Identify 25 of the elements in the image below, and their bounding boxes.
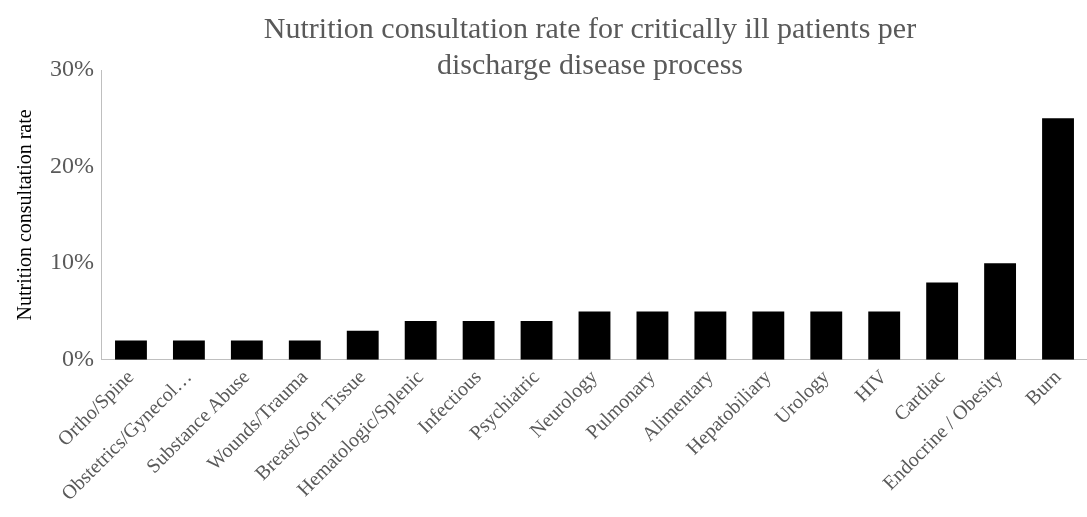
- bar: [636, 311, 669, 360]
- bar: [115, 340, 147, 360]
- bar: [172, 340, 205, 360]
- bar: [578, 311, 611, 360]
- bar: [230, 340, 263, 360]
- y-tick-label: 0%: [61, 345, 94, 371]
- bar: [288, 340, 321, 360]
- bar: [926, 282, 959, 360]
- bar: [810, 311, 843, 360]
- y-tick-label: 30%: [49, 55, 94, 82]
- x-tick-label: Burn: [1020, 365, 1065, 410]
- x-tick-label: HIV: [850, 364, 892, 406]
- bar: [984, 263, 1017, 360]
- bar: [868, 311, 901, 360]
- bar: [520, 321, 553, 360]
- bar: [346, 330, 379, 360]
- bar: [694, 311, 727, 360]
- bar: [1042, 118, 1074, 360]
- chart-title: Nutrition consultation rate for critically ill patients per discharge disease process: [262, 10, 918, 82]
- y-tick-label: 10%: [49, 248, 94, 275]
- bar: [752, 311, 785, 360]
- bar: [462, 321, 495, 360]
- y-tick-label: 20%: [49, 151, 94, 178]
- bar: [404, 321, 437, 360]
- y-axis-title: Nutrition consultation rate: [13, 109, 36, 321]
